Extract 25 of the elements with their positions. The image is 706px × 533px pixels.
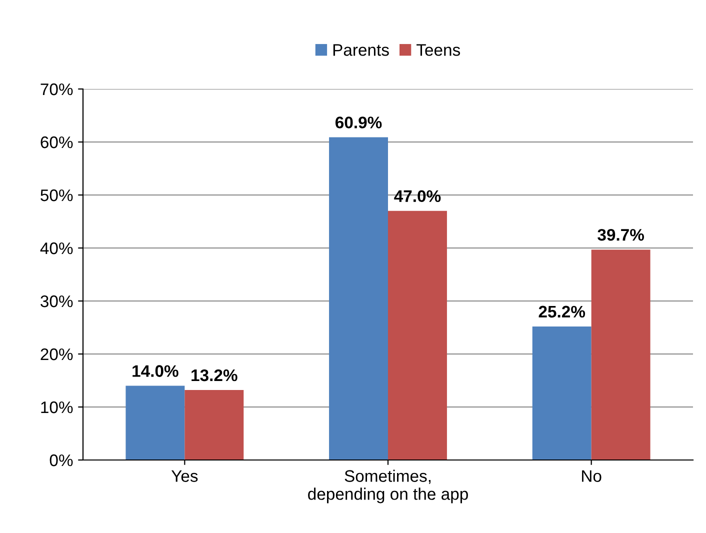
data-label: 39.7%	[598, 228, 644, 241]
bar	[184, 390, 244, 460]
data-label: 14.0%	[132, 365, 178, 377]
bar	[388, 210, 447, 460]
bar	[532, 326, 592, 460]
y-tick-label: 70%	[40, 83, 73, 96]
bar	[329, 137, 388, 460]
bar	[126, 386, 185, 460]
y-tick-label: 50%	[40, 189, 73, 202]
x-tick-label: Yes	[171, 470, 198, 482]
y-tick-label: 20%	[40, 348, 73, 360]
legend-label: Parents	[333, 44, 389, 56]
y-tick-label: 0%	[50, 454, 73, 466]
y-tick-label: 10%	[41, 401, 73, 414]
data-label: 60.9%	[336, 116, 382, 128]
y-tick-label: 40%	[40, 242, 73, 254]
y-tick-label: 60%	[40, 136, 73, 148]
y-tick-label: 30%	[40, 295, 73, 308]
data-label: 25.2%	[538, 306, 586, 318]
x-tick-label: Sometimes, depending on the app	[308, 470, 468, 504]
data-label: 47.0%	[394, 190, 441, 202]
bar	[591, 250, 650, 460]
data-label: 13.2%	[192, 369, 238, 382]
x-tick-label: No	[582, 470, 602, 482]
legend-label: Teens	[416, 44, 460, 56]
